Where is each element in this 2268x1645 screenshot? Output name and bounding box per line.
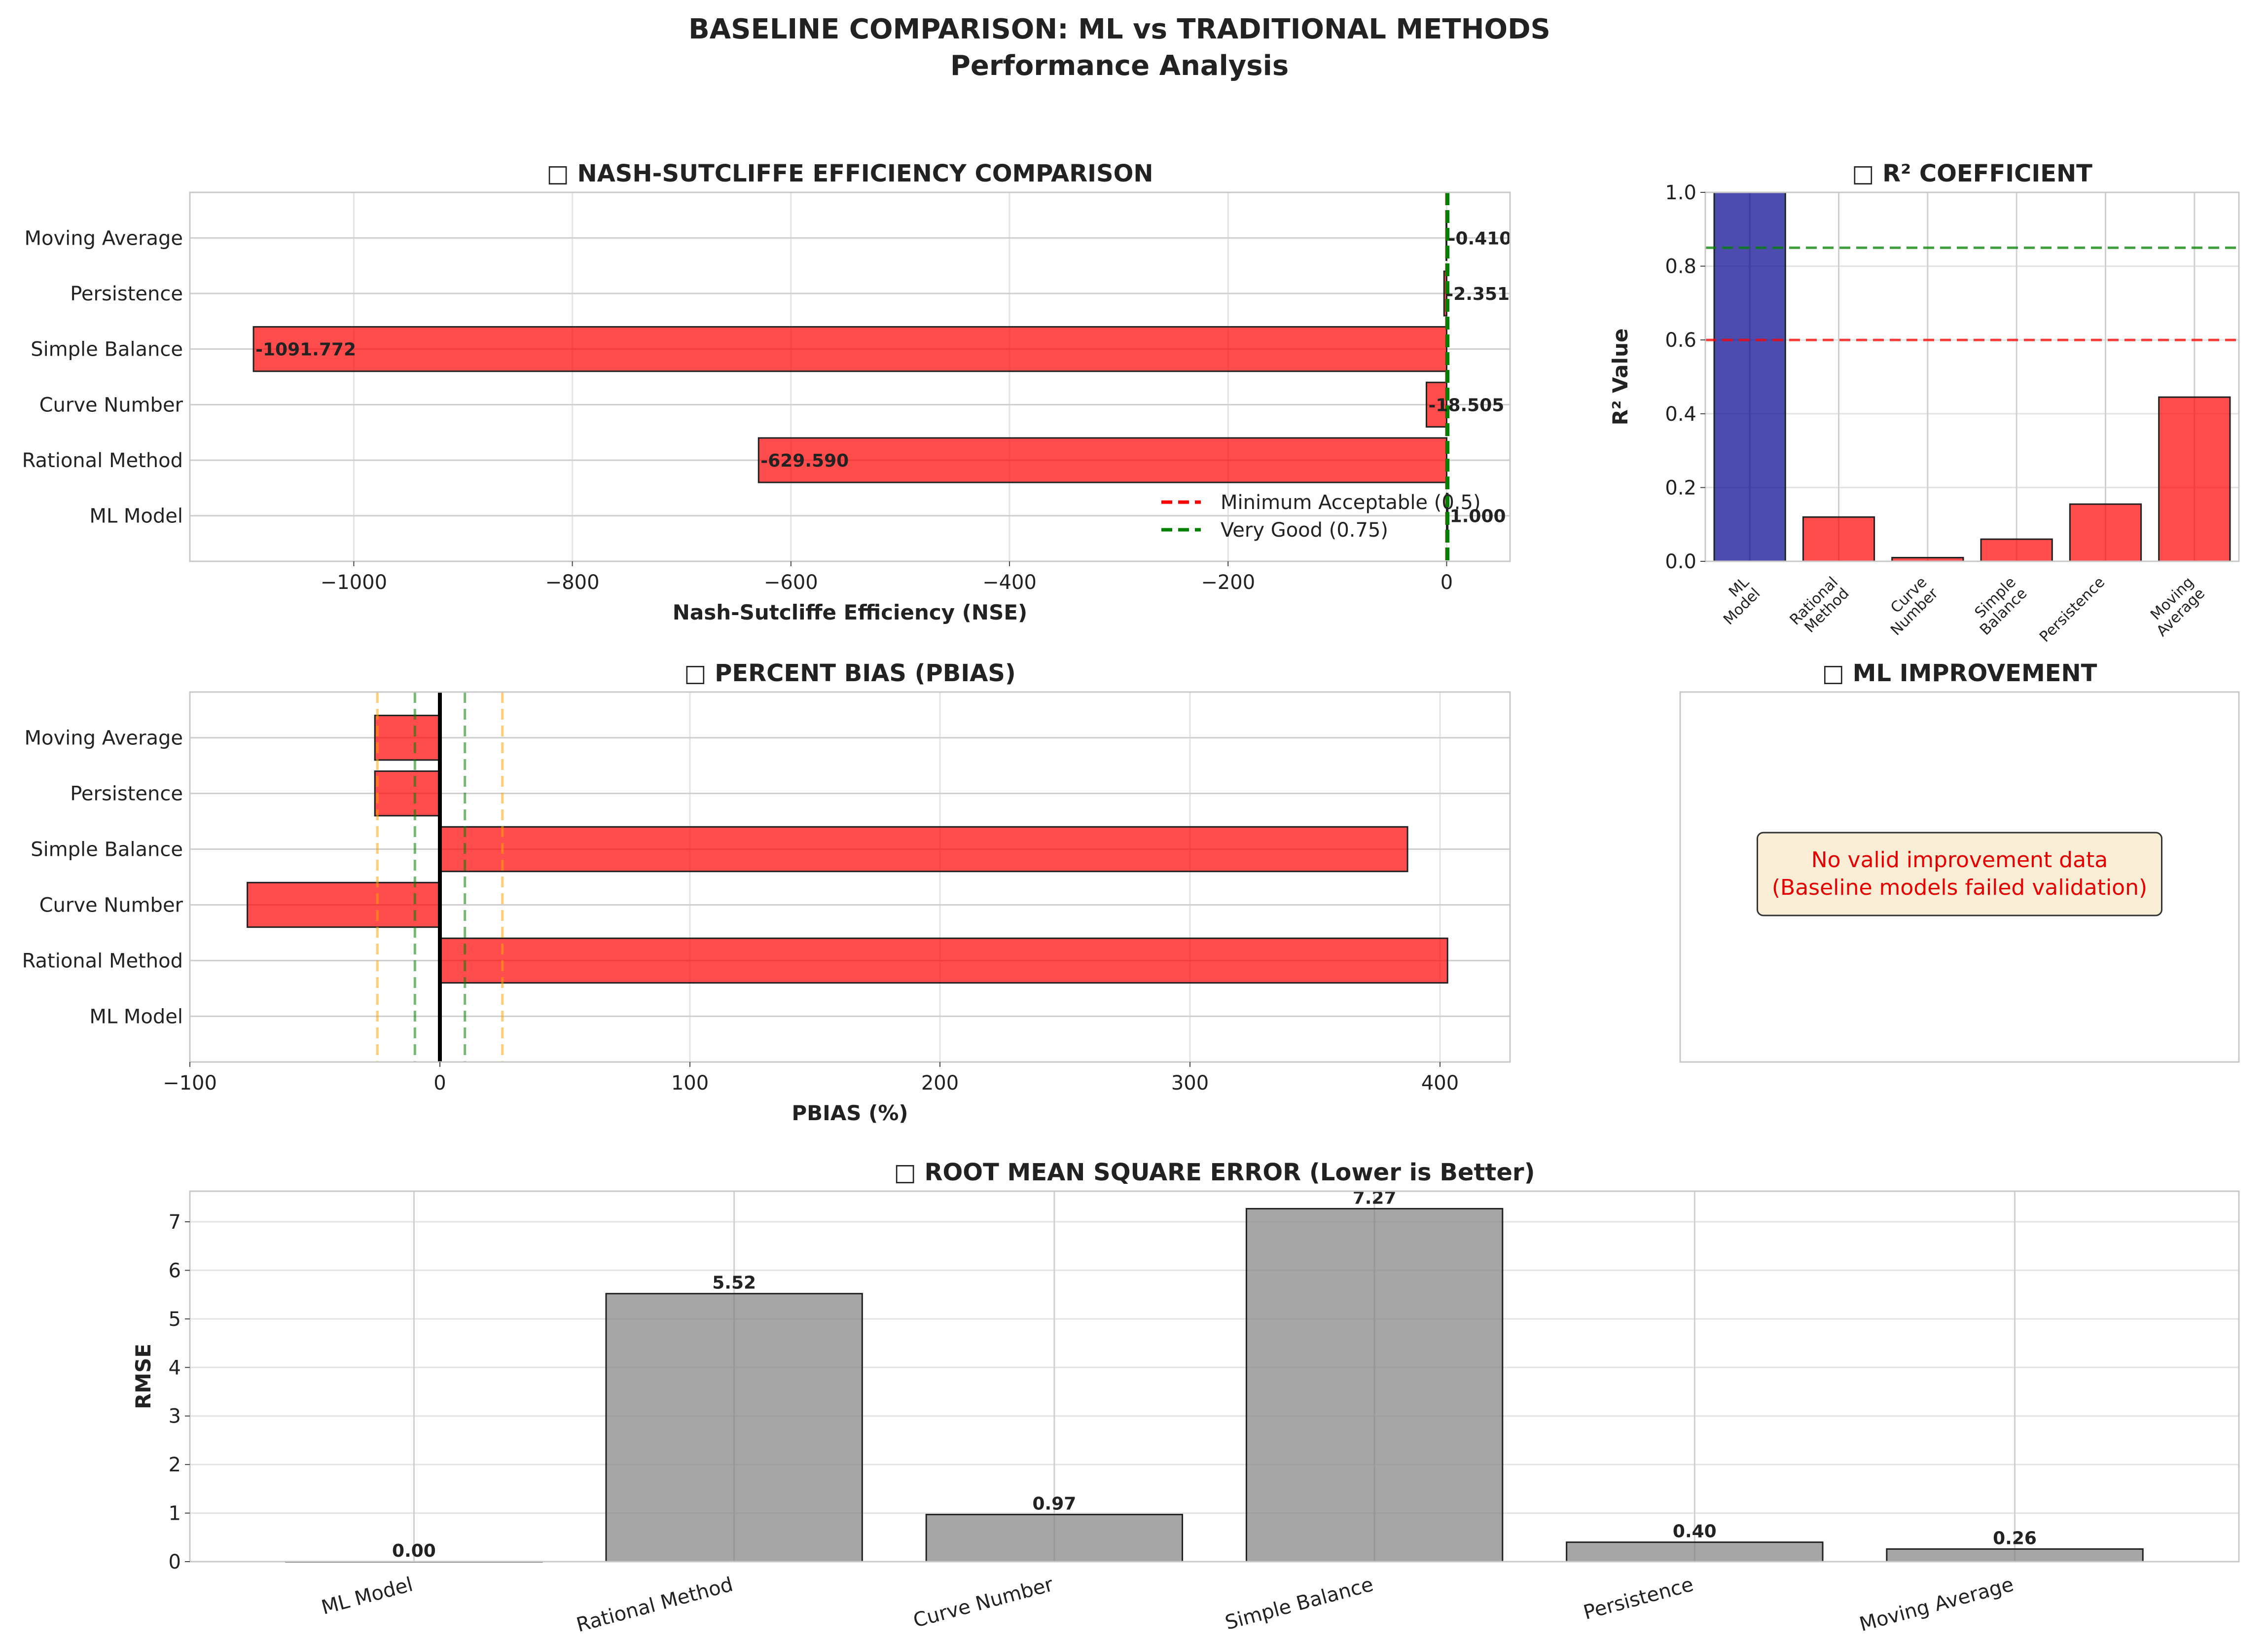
rmse-frame bbox=[189, 1190, 2240, 1563]
rmse-bar-persistence bbox=[1566, 1541, 1824, 1563]
rmse-value-label-persistence: 0.40 bbox=[1673, 1522, 1717, 1542]
rmse-value-label-curve-number: 0.97 bbox=[1032, 1494, 1076, 1514]
nse-xtick-label: 0 bbox=[1440, 571, 1453, 594]
ml-improvement-frame bbox=[1679, 691, 2240, 1063]
rmse-ytick-label: 3 bbox=[169, 1405, 181, 1428]
rmse-bar-curve-number bbox=[925, 1514, 1184, 1563]
pbias-bar-simple-balance bbox=[439, 826, 1408, 873]
rmse-ytick-label: 6 bbox=[169, 1259, 181, 1282]
nse-bar-rational-method bbox=[757, 437, 1447, 483]
rmse-value-label-ml-model: 0.00 bbox=[392, 1541, 436, 1561]
rmse-ytick-label: 5 bbox=[169, 1308, 181, 1331]
nse-value-label-rational-method: -629.590 bbox=[760, 451, 849, 471]
pbias-xtick-label: −100 bbox=[163, 1072, 217, 1095]
pbias-frame bbox=[189, 691, 1511, 1063]
r2-ytick-label: 0.0 bbox=[1665, 550, 1696, 573]
nse-title: □ NASH-SUTCLIFFE EFFICIENCY COMPARISON bbox=[546, 160, 1153, 187]
rmse-title: □ ROOT MEAN SQUARE ERROR (Lower is Bette… bbox=[894, 1159, 1535, 1186]
pbias-xtick-label: 0 bbox=[433, 1072, 446, 1095]
pbias-x-axis-label: PBIAS (%) bbox=[792, 1101, 908, 1125]
nse-bar-simple-balance bbox=[252, 326, 1447, 372]
pbias-ytick-rational-method: Rational Method bbox=[22, 950, 183, 972]
nse-value-label-ml-model: 1.000 bbox=[1450, 507, 1506, 527]
r2-ytick-label: 0.2 bbox=[1665, 476, 1696, 499]
nse-bar-curve-number bbox=[1425, 381, 1447, 428]
pbias-xtick-label: 300 bbox=[1171, 1072, 1209, 1095]
rmse-value-label-rational-method: 5.52 bbox=[712, 1273, 756, 1293]
nse-ytick-rational-method: Rational Method bbox=[22, 449, 183, 472]
nse-legend-label: Minimum Acceptable (0.5) bbox=[1221, 491, 1481, 514]
figure-subtitle: Performance Analysis bbox=[950, 50, 1289, 82]
rmse-ytick-label: 7 bbox=[169, 1211, 181, 1234]
pbias-bar-curve-number bbox=[247, 881, 441, 928]
nse-ytick-simple-balance: Simple Balance bbox=[31, 338, 183, 361]
nse-xtick-label: −600 bbox=[764, 571, 818, 594]
rmse-bar-simple-balance bbox=[1245, 1207, 1504, 1563]
r2-bar-ml-model bbox=[1713, 191, 1786, 562]
pbias-xtick-label: 100 bbox=[671, 1072, 709, 1095]
rmse-y-axis-label: RMSE bbox=[131, 1344, 155, 1409]
pbias-ytick-simple-balance: Simple Balance bbox=[31, 839, 183, 861]
rmse-ytick-label: 4 bbox=[169, 1356, 181, 1379]
nse-ytick-moving-average: Moving Average bbox=[25, 227, 183, 250]
rmse-value-label-moving-average: 0.26 bbox=[1993, 1528, 2037, 1548]
nse-xtick-label: −400 bbox=[982, 571, 1037, 594]
nse-value-label-moving-average: -0.410 bbox=[1448, 228, 1512, 249]
pbias-bar-rational-method bbox=[439, 937, 1448, 984]
nse-value-label-persistence: -2.351 bbox=[1446, 284, 1510, 304]
pbias-ytick-moving-average: Moving Average bbox=[25, 727, 183, 750]
r2-bar-rational-method bbox=[1802, 516, 1875, 562]
ml-improvement-note-line2: (Baseline models failed validation) bbox=[1772, 875, 2147, 900]
pbias-ytick-persistence: Persistence bbox=[70, 783, 183, 805]
ml-improvement-note-box bbox=[1757, 832, 2162, 916]
pbias-bar-persistence bbox=[374, 770, 441, 817]
r2-title: □ R² COEFFICIENT bbox=[1852, 160, 2092, 187]
pbias-ytick-curve-number: Curve Number bbox=[39, 894, 183, 916]
nse-frame bbox=[189, 191, 1511, 562]
nse-xtick-label: −1000 bbox=[321, 571, 387, 594]
ml-improvement-title: □ ML IMPROVEMENT bbox=[1822, 659, 2097, 687]
ml-improvement-note-line1: No valid improvement data bbox=[1811, 847, 2108, 873]
nse-ytick-persistence: Persistence bbox=[70, 283, 183, 305]
pbias-xtick-label: 400 bbox=[1421, 1072, 1459, 1095]
r2-ytick-label: 0.6 bbox=[1665, 329, 1696, 352]
pbias-chart: ML Model Rational Method Curve Number Simpl… bbox=[22, 659, 1511, 1125]
r2-ytick-label: 0.4 bbox=[1665, 403, 1696, 426]
pbias-bar-moving-average bbox=[374, 714, 441, 761]
rmse-bar-moving-average bbox=[1886, 1548, 2144, 1563]
nse-x-axis-label: Nash-Sutcliffe Efficiency (NSE) bbox=[673, 600, 1027, 624]
r2-bar-persistence bbox=[2069, 503, 2142, 562]
pbias-ytick-ml-model: ML Model bbox=[89, 1005, 183, 1028]
pbias-xtick-label: 200 bbox=[921, 1072, 959, 1095]
r2-ytick-label: 1.0 bbox=[1665, 182, 1696, 204]
nse-legend-label: Very Good (0.75) bbox=[1221, 519, 1388, 542]
r2-y-axis-label: R² Value bbox=[1608, 329, 1632, 426]
nse-value-label-simple-balance: -1091.772 bbox=[255, 340, 356, 360]
r2-bar-moving-average bbox=[2158, 396, 2231, 562]
r2-bar-simple-balance bbox=[1980, 538, 2053, 562]
rmse-ytick-label: 2 bbox=[169, 1454, 181, 1476]
figure-title: BASELINE COMPARISON: ML vs TRADITIONAL M… bbox=[688, 13, 1550, 45]
r2-ytick-label: 0.8 bbox=[1665, 256, 1696, 278]
r2-frame bbox=[1704, 191, 2240, 562]
nse-xtick-label: −800 bbox=[545, 571, 600, 594]
ml-improvement-panel: □ ML IMPROVEMENT No valid improvement dat… bbox=[1679, 659, 2240, 1063]
nse-chart: 1.000 -629.590 -18.505 -1091.772 -2.351 -0.41… bbox=[22, 160, 1512, 624]
nse-xtick-label: −200 bbox=[1201, 571, 1255, 594]
rmse-ytick-label: 1 bbox=[169, 1502, 181, 1525]
rmse-bar-rational-method bbox=[605, 1293, 863, 1563]
pbias-title: □ PERCENT BIAS (PBIAS) bbox=[684, 659, 1016, 687]
nse-value-label-curve-number: -18.505 bbox=[1428, 395, 1504, 415]
nse-ytick-ml-model: ML Model bbox=[89, 505, 183, 528]
rmse-ytick-label: 0 bbox=[169, 1551, 181, 1573]
nse-ytick-curve-number: Curve Number bbox=[39, 394, 183, 416]
